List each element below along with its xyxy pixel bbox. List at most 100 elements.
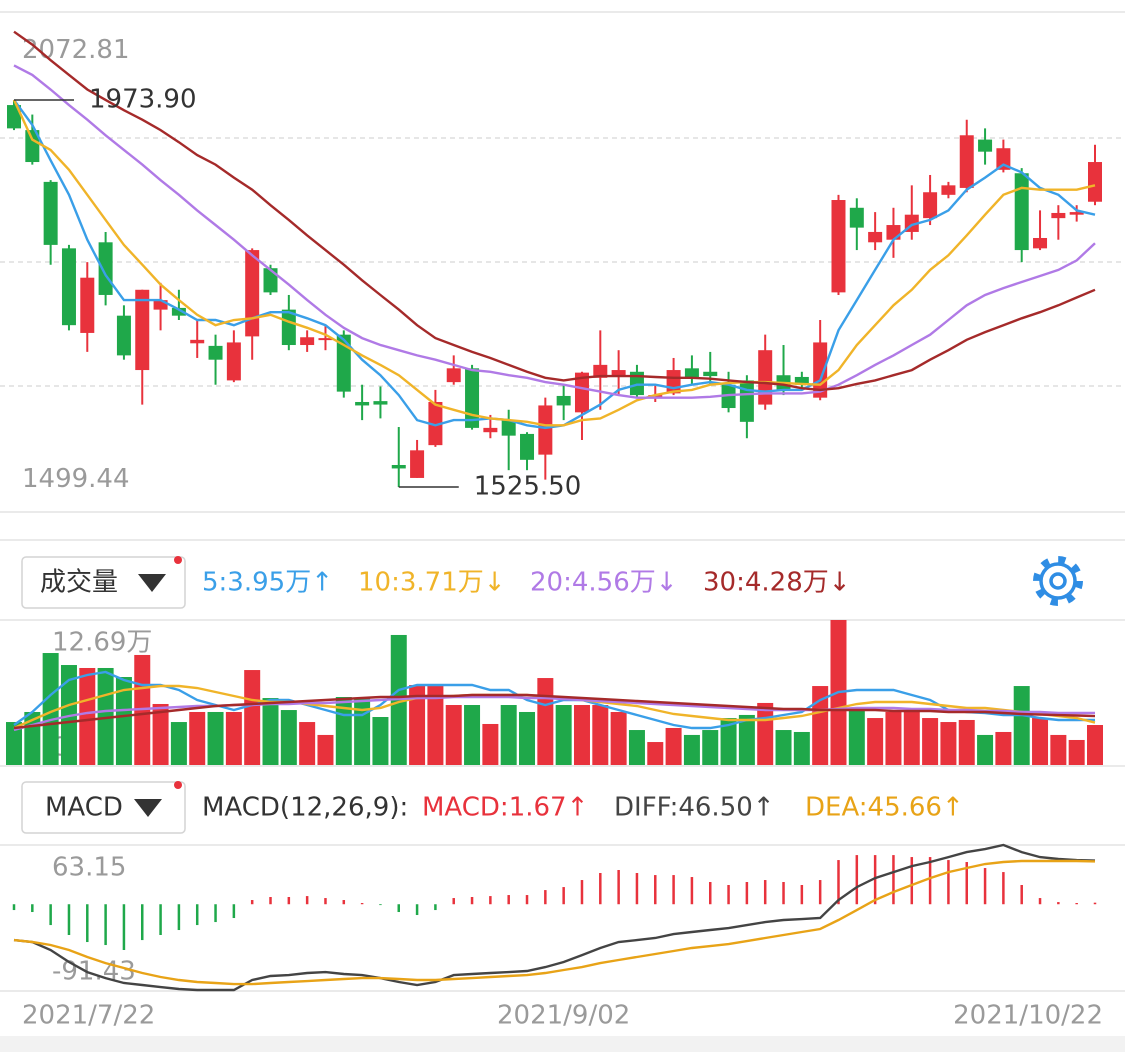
volume-bar: [940, 722, 957, 765]
candle-body: [941, 185, 956, 195]
volume-bar: [189, 711, 206, 765]
volume-bar: [1032, 718, 1049, 765]
candle-body: [959, 135, 974, 188]
x-tick-label: 2021/7/22: [22, 1001, 155, 1031]
candle-body: [978, 139, 993, 152]
volume-bar: [977, 734, 994, 765]
volume-bar: [793, 731, 810, 765]
candle-body: [611, 370, 626, 376]
button-frame[interactable]: [21, 781, 186, 834]
volume-bar: [152, 703, 169, 765]
candle-body: [318, 338, 333, 341]
candle-body: [703, 371, 718, 377]
candle-body: [593, 364, 608, 378]
legend-entry: 10:3.71万↓: [358, 568, 506, 598]
button-label[interactable]: MACD: [45, 793, 123, 823]
candle-body: [996, 148, 1011, 170]
volume-bar: [354, 698, 371, 765]
candle-body: [208, 345, 223, 360]
candle-body: [739, 380, 754, 422]
volume-bar: [665, 727, 682, 765]
volume-bar: [848, 710, 865, 765]
volume-bar: [738, 714, 755, 765]
candle-body: [1014, 173, 1029, 251]
indicator-line: [13, 693, 1096, 730]
button-label[interactable]: 成交量: [40, 568, 118, 598]
volume-bar: [757, 702, 774, 765]
candle-body: [648, 395, 663, 398]
volume-bar: [1013, 686, 1030, 765]
candle-body: [116, 315, 131, 356]
candle-body: [794, 376, 809, 385]
candle-body: [263, 268, 278, 293]
candle-body: [61, 248, 76, 326]
candle-body: [300, 337, 315, 346]
legend-entry: 30:4.28万↓: [703, 568, 851, 598]
extreme-label: 1973.90: [89, 84, 197, 114]
legend-entry: MACD:1.67↑: [422, 793, 588, 823]
volume-bar: [720, 718, 737, 765]
indicator-line: [13, 670, 1096, 730]
candle-body: [868, 231, 883, 243]
dropdown-arrow[interactable]: [138, 574, 166, 592]
candle-body: [666, 370, 681, 394]
candle-body: [483, 427, 498, 433]
indicator-line: [13, 64, 1096, 399]
candle-body: [171, 307, 186, 316]
gear-body[interactable]: [1039, 562, 1077, 600]
bottom-bar: [0, 1036, 1125, 1052]
x-tick-label: 2021/9/02: [497, 1001, 630, 1031]
volume-bar: [1068, 739, 1085, 765]
candle-body: [1051, 212, 1066, 219]
y-tick-label: 12.69万: [52, 628, 152, 658]
volume-bar: [79, 667, 96, 765]
volume-bar: [115, 677, 132, 765]
candle-body: [849, 207, 864, 228]
volume-bar: [280, 710, 297, 765]
legend-entry: 20:4.56万↓: [530, 568, 678, 598]
candle-body: [629, 371, 644, 396]
volume-indicator-button[interactable]: 成交量: [21, 556, 186, 609]
volume-bar: [903, 711, 920, 765]
gear-hole[interactable]: [1049, 572, 1067, 590]
candle-body: [1069, 212, 1084, 215]
volume-bar: [500, 705, 517, 765]
indicator-line: [12, 99, 1096, 427]
candle-body: [355, 401, 370, 406]
candle-body: [190, 339, 205, 344]
volume-bar: [555, 705, 572, 765]
volume-bar: [427, 685, 444, 765]
gear-teeth[interactable]: [1033, 556, 1083, 606]
volume-bar: [683, 734, 700, 765]
candle-body: [1088, 162, 1102, 202]
indicator-line: [13, 695, 1096, 732]
volume-bar: [207, 711, 224, 765]
volume-bar: [573, 705, 590, 765]
volume-bar: [262, 698, 279, 765]
candle-body: [153, 300, 168, 310]
volume-bar: [445, 705, 462, 765]
macd-indicator-button[interactable]: MACD: [21, 781, 186, 834]
indicator-line: [13, 843, 1096, 992]
volume-bar: [244, 670, 261, 765]
candle-body: [410, 450, 425, 478]
volume-bar: [409, 685, 426, 765]
x-tick-label: 2021/10/22: [953, 1001, 1103, 1031]
badge-dot: [174, 781, 182, 789]
volume-bar: [885, 711, 902, 765]
candle-body: [80, 277, 95, 333]
volume-bar: [812, 686, 829, 765]
extreme-label: 1525.50: [474, 472, 582, 502]
candle-body: [25, 130, 40, 163]
candle-body: [226, 342, 241, 381]
candle-body: [758, 350, 773, 405]
dropdown-arrow[interactable]: [134, 799, 162, 817]
candle-body: [520, 433, 535, 460]
button-frame[interactable]: [21, 556, 186, 609]
volume-bar: [519, 711, 536, 765]
volume-bar: [958, 719, 975, 765]
volume-bar: [482, 723, 499, 765]
volume-bar: [922, 718, 939, 765]
settings-button[interactable]: [1033, 556, 1083, 606]
